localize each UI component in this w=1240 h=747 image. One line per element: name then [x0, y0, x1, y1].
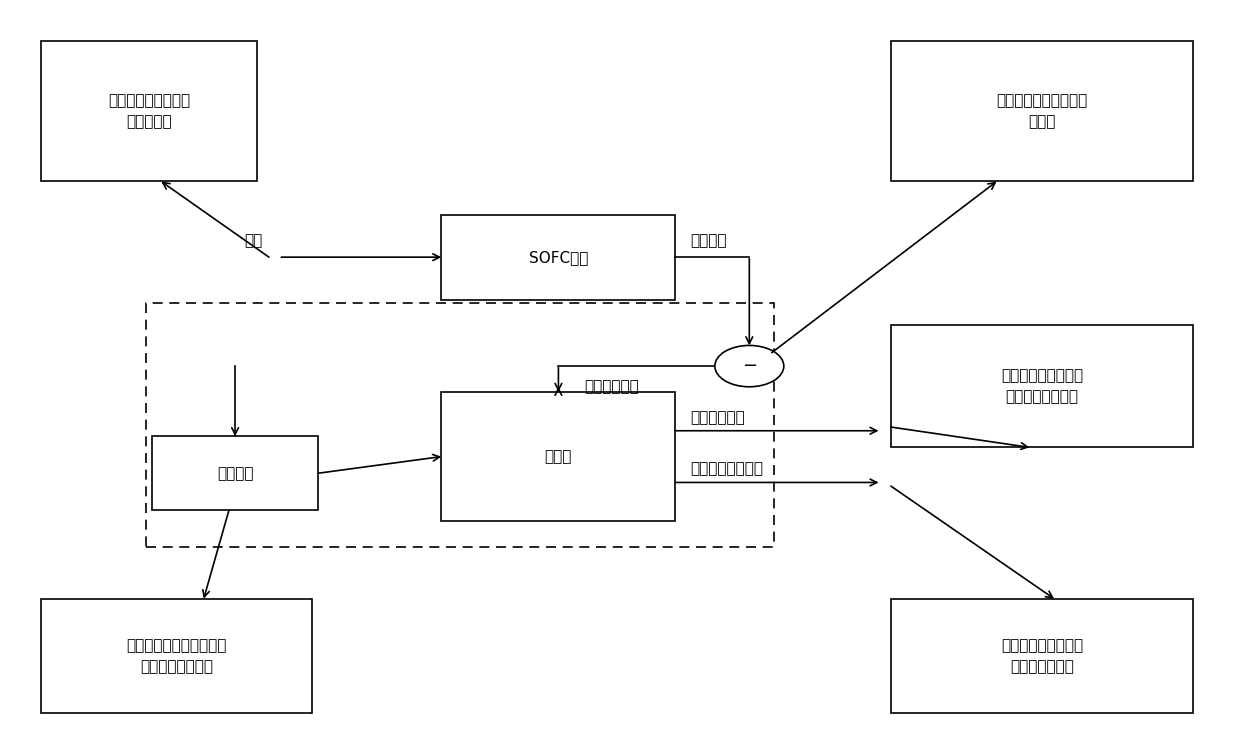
Text: SOFC电堆: SOFC电堆: [528, 249, 588, 264]
Text: 电堆出口处的燃料和
空气温度的估计值: 电堆出口处的燃料和 空气温度的估计值: [1001, 368, 1083, 404]
Text: 输出量的估计: 输出量的估计: [691, 410, 745, 425]
Text: 实际输出: 实际输出: [691, 233, 727, 248]
Text: 其他状态量的估计: 其他状态量的估计: [691, 462, 763, 477]
Text: 电堆出口处的燃料和空
气温度: 电堆出口处的燃料和空 气温度: [996, 93, 1087, 129]
FancyBboxPatch shape: [41, 41, 257, 182]
Text: 反馈增益: 反馈增益: [217, 465, 253, 481]
Text: 输入: 输入: [244, 233, 263, 248]
Text: 观测器: 观测器: [544, 449, 572, 464]
Text: −: −: [742, 357, 756, 375]
FancyBboxPatch shape: [892, 599, 1193, 713]
Text: 反馈增益的具体形式，由
滑模控制理论求解: 反馈增益的具体形式，由 滑模控制理论求解: [126, 638, 227, 674]
Text: 输出观测误差: 输出观测误差: [584, 379, 640, 394]
Text: 电堆其他位置处的空
气和固体层温度: 电堆其他位置处的空 气和固体层温度: [1001, 638, 1083, 674]
FancyBboxPatch shape: [892, 326, 1193, 447]
FancyBboxPatch shape: [892, 41, 1193, 182]
FancyBboxPatch shape: [441, 214, 676, 300]
Text: 入口处燃料和空气的
流速、温度: 入口处燃料和空气的 流速、温度: [108, 93, 190, 129]
Circle shape: [714, 345, 784, 387]
FancyBboxPatch shape: [441, 392, 676, 521]
FancyBboxPatch shape: [153, 436, 319, 510]
FancyBboxPatch shape: [41, 599, 312, 713]
